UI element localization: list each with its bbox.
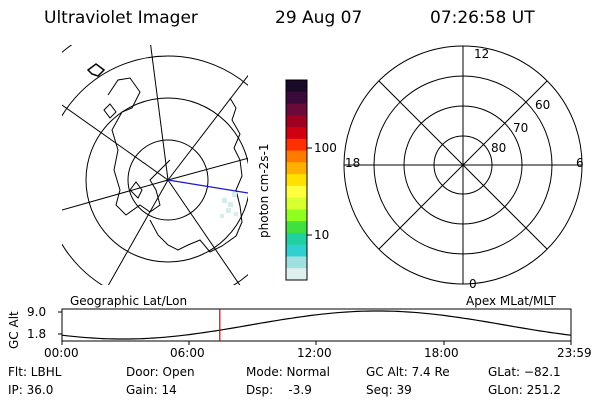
colorbar-band bbox=[286, 209, 307, 222]
colorbar-band bbox=[286, 127, 307, 140]
glat-info: GLat: −82.1 bbox=[488, 365, 561, 379]
gain-info: Gain: 14 bbox=[126, 383, 177, 397]
colorbar-band bbox=[286, 232, 307, 246]
seq-info: Seq: 39 bbox=[366, 383, 412, 397]
ytick-1-8: 1.8 bbox=[27, 327, 47, 341]
colorbar-tick-100: 100 bbox=[314, 141, 337, 155]
mlt-label-12: 12 bbox=[474, 47, 490, 61]
mode-info: Mode: Normal bbox=[246, 365, 330, 379]
colorbar bbox=[285, 79, 312, 281]
mlt-label-6: 6 bbox=[576, 156, 584, 170]
aurora-emission bbox=[220, 192, 238, 218]
gc-alt-info: GC Alt: 7.4 Re bbox=[366, 365, 450, 379]
ip-info: IP: 36.0 bbox=[8, 383, 54, 397]
dsp-info: Dsp: -3.9 bbox=[246, 383, 312, 397]
colorbar-band bbox=[286, 221, 307, 234]
colorbar-band bbox=[286, 268, 307, 281]
mlt-label-18: 18 bbox=[345, 156, 361, 170]
latitude-circles bbox=[62, 45, 248, 285]
time-label: 07:26:58 UT bbox=[430, 8, 535, 28]
mlat-label-80: 80 bbox=[491, 141, 507, 155]
door-info: Door: Open bbox=[126, 365, 195, 379]
xtick-0000: 00:00 bbox=[44, 346, 79, 360]
timeline-ylabel: GC Alt bbox=[7, 311, 21, 349]
coastline-west bbox=[107, 77, 171, 216]
mlt-label-0: 0 bbox=[469, 277, 477, 291]
glon-info: GLon: 251.2 bbox=[488, 383, 561, 397]
mlat-label-60: 60 bbox=[535, 98, 551, 112]
colorbar-band bbox=[286, 103, 307, 116]
xtick-1800: 18:00 bbox=[424, 346, 459, 360]
ytick-9: 9.0 bbox=[27, 305, 47, 319]
noon-meridian bbox=[167, 179, 248, 194]
apex-title: Apex MLat/MLT bbox=[466, 294, 556, 308]
colorbar-band bbox=[286, 162, 307, 175]
colorbar-band bbox=[286, 91, 307, 105]
colorbar-band bbox=[286, 256, 307, 269]
colorbar-band bbox=[286, 150, 307, 163]
geographic-title: Geographic Lat/Lon bbox=[70, 294, 188, 308]
colorbar-band bbox=[286, 80, 307, 93]
altitude-curve bbox=[61, 310, 572, 340]
xtick-0600: 06:00 bbox=[170, 346, 205, 360]
colorbar-tick-10: 10 bbox=[314, 228, 330, 242]
colorbar-band bbox=[286, 138, 307, 152]
date-label: 29 Aug 07 bbox=[275, 8, 363, 28]
coastline-east bbox=[149, 97, 243, 253]
geographic-map bbox=[62, 45, 248, 285]
colorbar-band bbox=[286, 197, 307, 210]
app-title: Ultraviolet Imager bbox=[44, 8, 198, 28]
coastline-island bbox=[86, 63, 106, 77]
mlat-label-70: 70 bbox=[513, 121, 529, 135]
colorbar-unit-label: photon cm-2s-1 bbox=[257, 143, 271, 239]
colorbar-band bbox=[286, 115, 307, 128]
xtick-2359: 23:59 bbox=[557, 346, 592, 360]
colorbar-band bbox=[286, 174, 307, 187]
colorbar-band bbox=[286, 244, 307, 257]
altitude-timeline bbox=[58, 308, 572, 345]
colorbar-band bbox=[286, 185, 307, 199]
xtick-1200: 12:00 bbox=[297, 346, 332, 360]
mlat-mlt-grid bbox=[343, 45, 583, 285]
meridian-lines bbox=[62, 45, 248, 285]
filter-info: Flt: LBHL bbox=[8, 365, 62, 379]
